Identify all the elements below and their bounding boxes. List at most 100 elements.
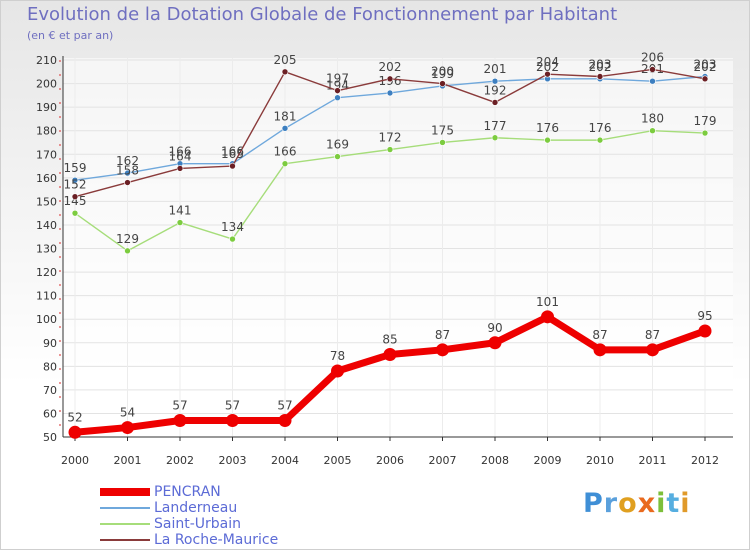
data-point-pencran xyxy=(68,425,82,439)
data-point-la-roche-maurice xyxy=(386,75,394,83)
data-point-la-roche-maurice xyxy=(176,165,184,172)
data-label-landerneau: 203 xyxy=(694,57,717,71)
data-label-saint-urbain: 141 xyxy=(169,204,192,218)
data-point-la-roche-maurice xyxy=(649,66,656,73)
data-label-la-roche-maurice: 165 xyxy=(221,147,244,161)
y-tick-label: 190 xyxy=(36,101,57,114)
y-tick-label: 160 xyxy=(36,172,57,185)
data-label-la-roche-maurice: 205 xyxy=(274,53,297,67)
data-point-pencran xyxy=(698,324,712,338)
data-label-landerneau: 162 xyxy=(116,154,139,168)
data-label-pencran: 57 xyxy=(172,399,187,413)
y-tick-label: 150 xyxy=(36,195,57,208)
data-point-saint-urbain xyxy=(281,160,289,167)
chart-title: Evolution de la Dotation Globale de Fonc… xyxy=(27,4,618,25)
x-tick-label: 2000 xyxy=(61,454,89,467)
legend: PENCRAN Landerneau Saint-Urbain La Roche… xyxy=(100,484,360,548)
legend-item-saint-urbain: Saint-Urbain xyxy=(100,516,360,532)
legend-item-landerneau: Landerneau xyxy=(100,500,360,516)
data-point-saint-urbain xyxy=(386,146,394,153)
data-point-saint-urbain xyxy=(649,127,656,134)
data-point-la-roche-maurice xyxy=(124,179,131,186)
data-point-la-roche-maurice xyxy=(544,70,551,78)
data-label-landerneau: 202 xyxy=(536,60,559,74)
data-point-landerneau xyxy=(649,77,656,85)
data-point-la-roche-maurice xyxy=(701,75,709,83)
y-tick-label: 100 xyxy=(36,313,57,326)
data-point-landerneau xyxy=(334,94,341,101)
x-tick-label: 2002 xyxy=(166,454,194,467)
data-point-pencran xyxy=(383,348,397,362)
data-point-pencran xyxy=(278,414,292,428)
data-label-pencran: 87 xyxy=(645,328,660,342)
y-tick-label: 70 xyxy=(43,384,57,397)
data-label-saint-urbain: 179 xyxy=(694,114,717,128)
data-label-saint-urbain: 175 xyxy=(431,123,454,137)
x-tick-label: 2007 xyxy=(429,454,457,467)
y-tick-label: 80 xyxy=(43,360,57,373)
data-point-pencran xyxy=(173,414,187,428)
legend-swatch-pencran xyxy=(100,488,150,496)
data-label-la-roche-maurice: 206 xyxy=(641,50,664,64)
x-tick-label: 2006 xyxy=(376,454,404,467)
data-point-la-roche-maurice xyxy=(439,80,446,87)
y-tick-label: 60 xyxy=(43,407,57,420)
x-tick-label: 2009 xyxy=(534,454,562,467)
data-label-la-roche-maurice: 152 xyxy=(64,178,87,192)
x-tick-label: 2005 xyxy=(324,454,352,467)
y-tick-label: 200 xyxy=(36,78,57,91)
data-point-saint-urbain xyxy=(701,129,709,137)
data-label-pencran: 52 xyxy=(67,410,82,424)
data-point-pencran xyxy=(121,421,134,435)
data-label-landerneau: 201 xyxy=(484,62,507,76)
legend-label-la-roche-maurice: La Roche-Maurice xyxy=(154,532,279,548)
data-point-la-roche-maurice xyxy=(71,193,79,200)
data-label-saint-urbain: 176 xyxy=(589,121,612,135)
data-point-saint-urbain xyxy=(544,136,551,144)
plot-area xyxy=(63,58,733,437)
data-label-saint-urbain: 177 xyxy=(484,119,507,133)
y-tick-label: 120 xyxy=(36,266,57,279)
data-label-la-roche-maurice: 202 xyxy=(379,60,402,74)
y-tick-label: 90 xyxy=(43,337,57,350)
legend-swatch-saint-urbain xyxy=(100,523,150,525)
legend-swatch-landerneau xyxy=(100,507,150,509)
x-tick-label: 2011 xyxy=(639,454,667,467)
data-label-la-roche-maurice: 164 xyxy=(169,149,192,163)
y-tick-label: 180 xyxy=(36,125,57,138)
legend-swatch-la-roche-maurice xyxy=(100,539,150,541)
data-point-landerneau xyxy=(281,125,289,132)
data-label-la-roche-maurice: 203 xyxy=(589,57,612,71)
data-point-saint-urbain xyxy=(124,247,131,255)
y-tick-label: 50 xyxy=(43,431,57,444)
data-point-la-roche-maurice xyxy=(334,87,341,94)
y-tick-label: 110 xyxy=(36,290,57,303)
y-tick-label: 170 xyxy=(36,148,57,161)
data-label-pencran: 87 xyxy=(592,328,607,342)
data-label-pencran: 54 xyxy=(120,406,135,420)
data-point-landerneau xyxy=(491,77,499,85)
data-label-saint-urbain: 180 xyxy=(641,112,664,126)
data-label-saint-urbain: 145 xyxy=(64,194,87,208)
data-label-pencran: 95 xyxy=(697,309,712,323)
data-point-pencran xyxy=(436,343,449,357)
data-label-landerneau: 199 xyxy=(431,67,454,81)
data-point-pencran xyxy=(646,343,659,357)
data-label-la-roche-maurice: 200 xyxy=(431,65,454,79)
data-label-landerneau: 181 xyxy=(274,109,297,123)
data-point-pencran xyxy=(331,364,344,378)
data-label-saint-urbain: 134 xyxy=(221,220,244,234)
data-label-pencran: 57 xyxy=(277,399,292,413)
data-point-la-roche-maurice xyxy=(596,73,604,80)
x-tick-label: 2010 xyxy=(586,454,614,467)
x-tick-label: 2008 xyxy=(481,454,509,467)
data-point-saint-urbain xyxy=(596,136,604,144)
data-label-saint-urbain: 166 xyxy=(274,145,297,159)
legend-item-la-roche-maurice: La Roche-Maurice xyxy=(100,532,360,548)
data-point-pencran xyxy=(593,343,607,357)
data-point-pencran xyxy=(488,336,502,350)
data-point-saint-urbain xyxy=(229,235,236,243)
data-label-la-roche-maurice: 192 xyxy=(484,83,507,97)
data-label-la-roche-maurice: 197 xyxy=(326,72,349,86)
data-label-la-roche-maurice: 202 xyxy=(694,60,717,74)
